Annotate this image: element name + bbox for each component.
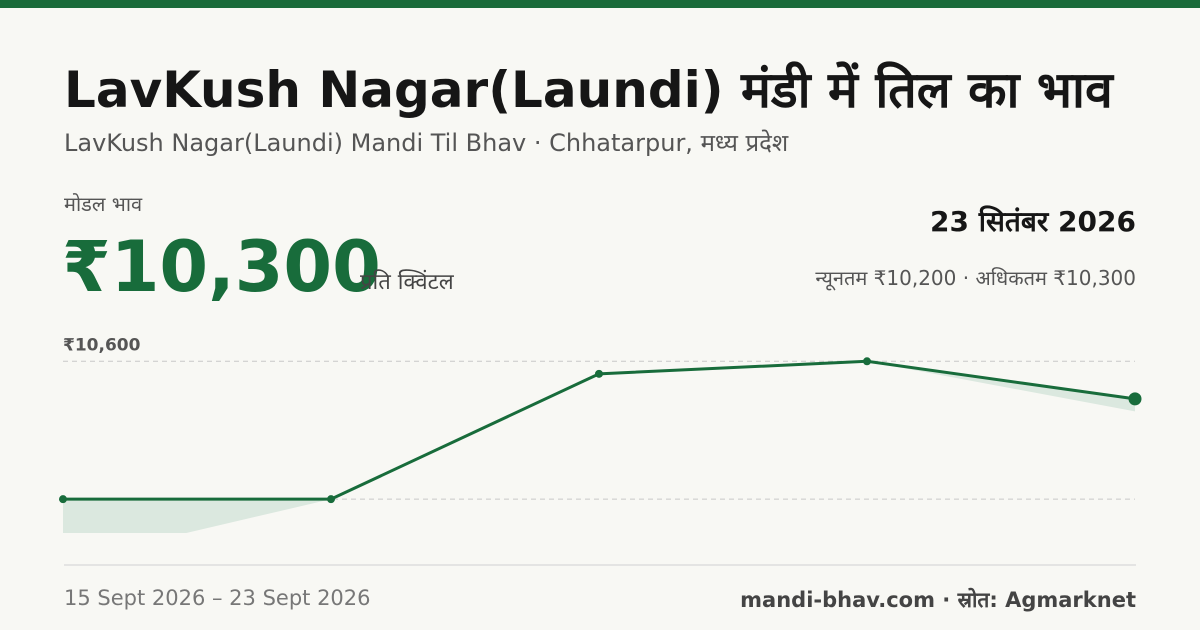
price-line (63, 359, 1136, 501)
source: mandi-bhav.com · स्रोत: Agmarknet (740, 588, 1136, 612)
unit: प्रति क्विंटल (360, 270, 454, 295)
range-band (63, 361, 1135, 533)
subtitle: LavKush Nagar(Laundi) Mandi Til Bhav · C… (64, 129, 789, 157)
point (595, 369, 603, 378)
price-range: न्यूनतम ₹10,200 · अधिकतम ₹10,300 (815, 266, 1136, 290)
point (863, 357, 871, 366)
point (59, 495, 67, 504)
modal-price: ₹10,300 (62, 226, 381, 308)
period: 15 Sept 2026 – 23 Sept 2026 (64, 586, 371, 610)
point (1128, 392, 1142, 406)
top-bar (0, 0, 1200, 8)
plot (63, 359, 1136, 533)
modal-label: मोडल भाव (64, 192, 143, 216)
point (327, 495, 335, 504)
date: 23 सितंबर 2026 (930, 205, 1136, 238)
title: LavKush Nagar(Laundi) मंडी में तिल का भा… (64, 61, 1113, 119)
y-tick-label: ₹10,600 (63, 335, 141, 355)
